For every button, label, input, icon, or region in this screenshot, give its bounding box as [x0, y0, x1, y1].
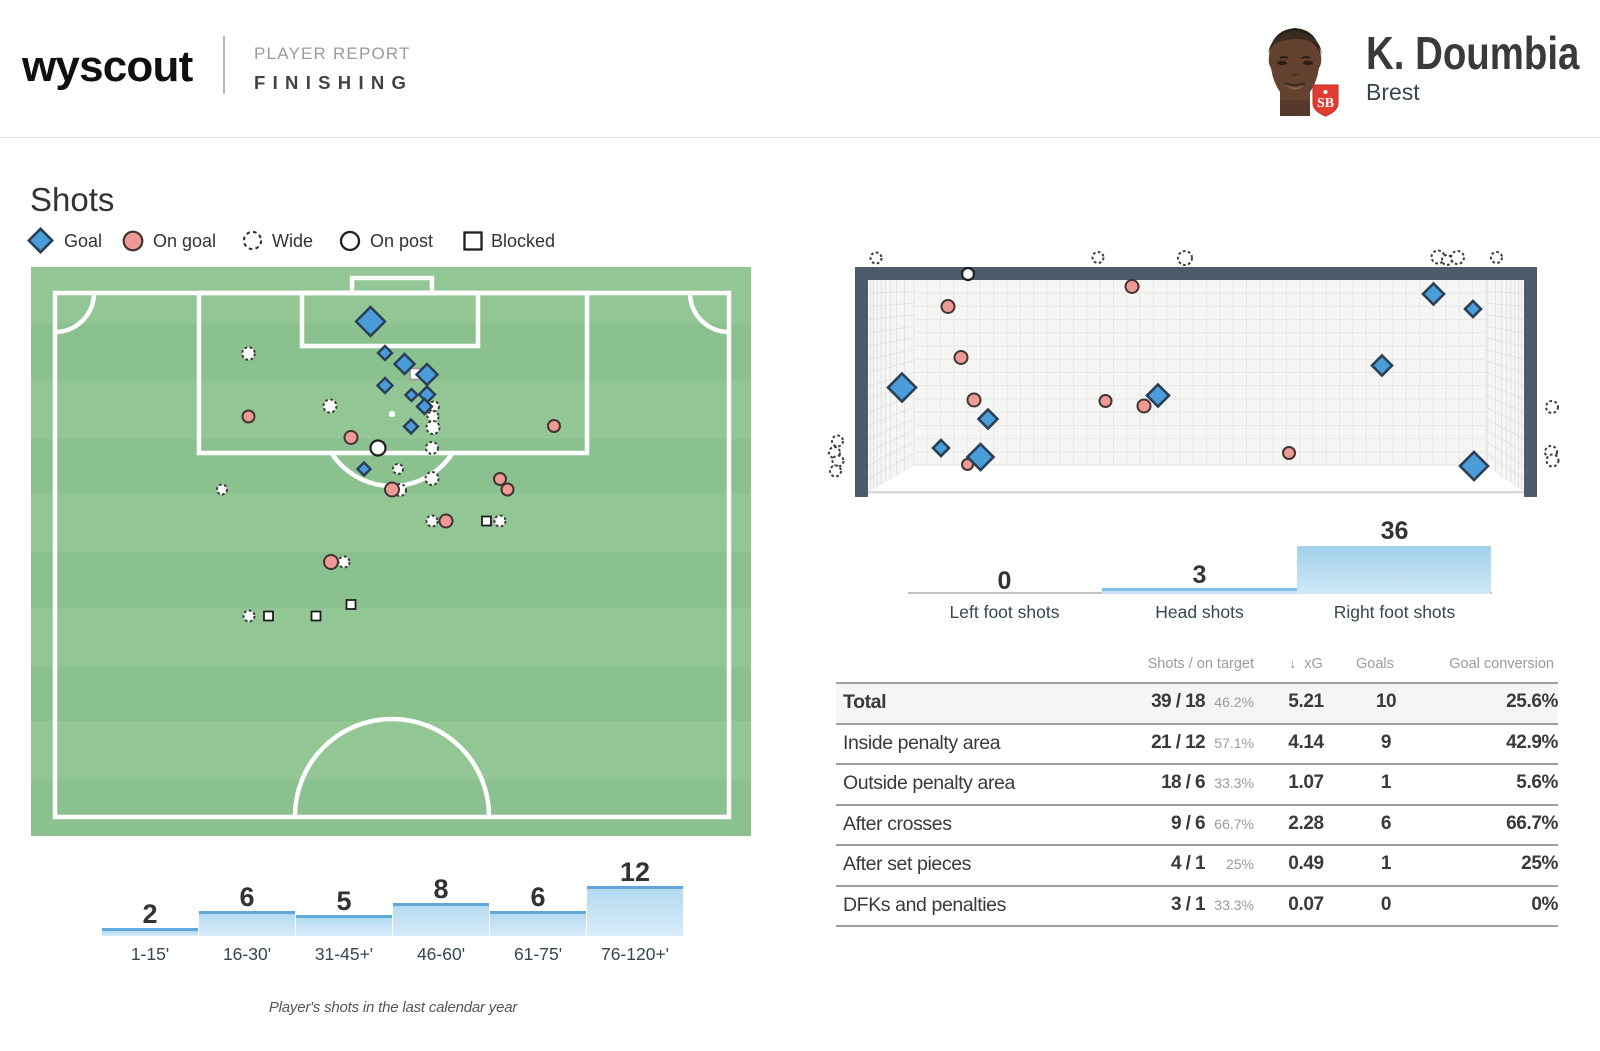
svg-text:SB: SB [1317, 96, 1334, 111]
